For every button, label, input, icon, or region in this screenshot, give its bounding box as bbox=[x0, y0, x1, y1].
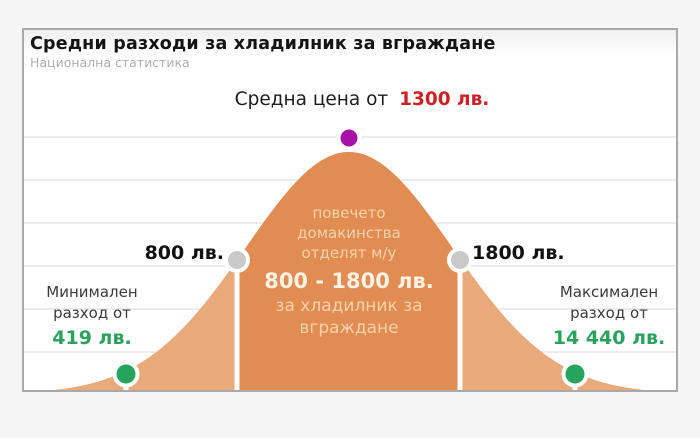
max-cost-label-line2: разход от bbox=[570, 303, 648, 322]
average-price-label: Средна цена от bbox=[234, 89, 389, 110]
average-price-value: 1300 лв. bbox=[399, 89, 490, 110]
bell-curve-chart bbox=[24, 125, 676, 390]
min-cost-block: Минимален разход от 419 лв. bbox=[12, 282, 172, 352]
max-cost-value: 14 440 лв. bbox=[552, 327, 666, 350]
range-low-marker-dot bbox=[228, 251, 246, 269]
average-price-annotation: Средна цена от 1300 лв. bbox=[235, 89, 490, 110]
min-cost-label-line1: Минимален bbox=[46, 283, 138, 301]
bell-annotation-line1: повечето bbox=[312, 204, 386, 222]
min-marker-dot bbox=[116, 364, 136, 384]
min-cost-label-line2: разход от bbox=[53, 303, 131, 322]
bell-annotation-line5: вграждане bbox=[299, 318, 399, 339]
max-cost-label-line1: Максимален bbox=[559, 283, 659, 301]
bell-center-area bbox=[237, 152, 460, 390]
bell-annotation-line2: домакинства bbox=[297, 223, 401, 242]
chart-card: Средни разходи за хладилник за вграждане… bbox=[22, 28, 678, 392]
min-cost-value: 419 лв. bbox=[52, 327, 132, 350]
chart-header: Средни разходи за хладилник за вграждане… bbox=[30, 34, 496, 70]
range-low-label: 800 лв. bbox=[144, 242, 224, 264]
max-marker-dot bbox=[565, 364, 585, 384]
chart-subtitle: Национална статистика bbox=[30, 55, 190, 70]
bell-annotation-line4: за хладилник за bbox=[275, 296, 423, 317]
chart-title: Средни разходи за хладилник за вграждане bbox=[30, 34, 496, 54]
bell-annotation-line3: отделят м/у bbox=[301, 243, 397, 262]
max-cost-block: Максимален разход от 14 440 лв. bbox=[529, 282, 689, 352]
range-high-label: 1800 лв. bbox=[472, 242, 565, 264]
bell-center-annotation: повечето домакинства отделят м/у 800 - 1… bbox=[234, 204, 464, 340]
bell-annotation-range-value: 800 - 1800 лв. bbox=[264, 269, 434, 294]
range-high-marker-dot bbox=[451, 251, 469, 269]
marker-dots bbox=[112, 125, 589, 388]
average-marker-dot bbox=[340, 129, 358, 147]
